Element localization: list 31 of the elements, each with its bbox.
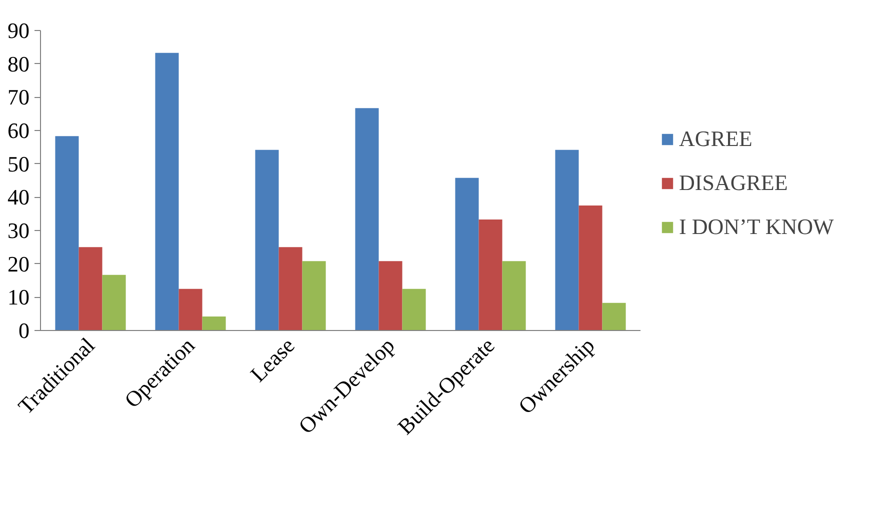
y-tick-label: 10 [8,284,30,310]
bar [602,302,626,330]
bar [78,247,102,330]
bar [202,316,226,330]
y-tick-label: 30 [8,218,30,243]
bar [378,261,402,330]
bar [278,247,302,330]
y-tick-label: 90 [8,18,30,43]
bar [502,261,526,330]
bar [555,150,579,330]
bar [455,178,479,330]
bar [102,274,126,330]
y-tick-label: 60 [8,118,30,143]
legend-label: AGREE [679,126,752,152]
y-tick-label: 50 [8,151,30,176]
y-tick-label: 70 [8,84,30,110]
bar [302,261,326,330]
bar [55,136,79,330]
bar [178,288,202,330]
bar [355,108,379,330]
y-tick-label: 80 [8,51,30,76]
bar [255,150,279,330]
bar [578,206,602,330]
bar [402,288,426,330]
legend-label: DISAGREE [679,170,788,196]
y-tick-label: 40 [8,184,30,210]
legend-label: I DON’T KNOW [679,214,834,240]
bar [478,220,502,330]
bar [155,52,179,330]
y-tick-label: 0 [18,318,30,343]
y-tick-label: 20 [8,251,30,276]
